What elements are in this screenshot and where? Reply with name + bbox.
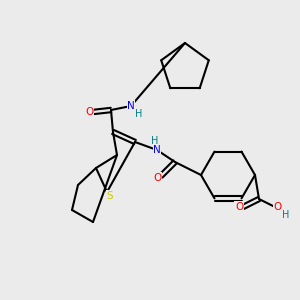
Text: H: H [151, 136, 159, 146]
Text: O: O [85, 107, 93, 117]
Text: S: S [107, 191, 113, 201]
Text: N: N [127, 101, 135, 111]
Text: O: O [274, 202, 282, 212]
Text: O: O [235, 202, 243, 212]
Text: N: N [153, 145, 161, 155]
Text: O: O [153, 173, 161, 183]
Text: H: H [135, 109, 143, 119]
Text: H: H [282, 210, 290, 220]
